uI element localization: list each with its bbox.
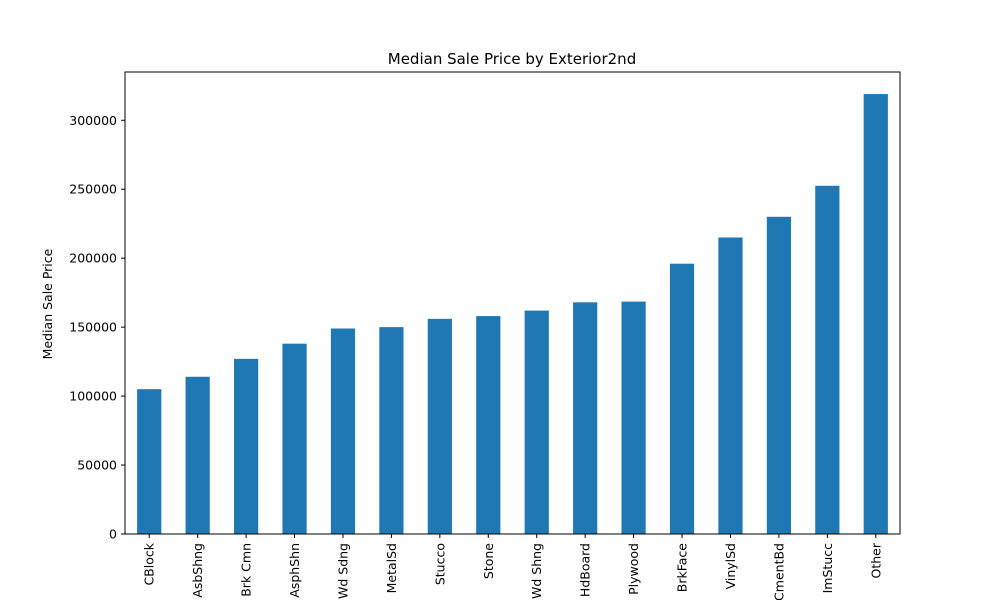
x-tick-label: BrkFace: [675, 543, 690, 593]
x-tick-label: VinylSd: [723, 543, 738, 589]
y-tick-label: 50000: [77, 458, 117, 473]
bar-cmentbd: [766, 216, 792, 534]
bar-cblock: [137, 389, 162, 534]
x-tick-label: Brk Cmn: [239, 543, 254, 597]
y-tick-label: 150000: [69, 320, 117, 335]
y-tick-label: 300000: [69, 113, 117, 128]
x-tick-label: MetalSd: [384, 543, 399, 593]
x-tick-label: CBlock: [142, 542, 157, 585]
x-tick-label: AsphShn: [287, 543, 302, 598]
bar-stone: [476, 316, 501, 534]
bar-wd-shng: [524, 310, 549, 534]
bar-other: [863, 94, 888, 534]
bar-brk-cmn: [233, 358, 259, 534]
x-tick-label: Stone: [481, 543, 496, 579]
bar-plywood: [621, 301, 646, 534]
bar-vinylsd: [718, 237, 743, 535]
y-tick-label: 200000: [69, 251, 117, 266]
bar-hdboard: [573, 302, 598, 534]
bar-metalsd: [379, 327, 404, 534]
x-tick-label: Wd Shng: [529, 543, 544, 599]
y-axis-label: Median Sale Price: [40, 248, 55, 359]
x-tick-label: ImStucc: [820, 543, 835, 593]
chart-title: Median Sale Price by Exterior2nd: [388, 50, 636, 68]
x-tick-label: Other: [868, 542, 883, 578]
y-tick-label: 100000: [69, 389, 117, 404]
x-tick-label: Stucco: [432, 543, 447, 585]
x-tick-label: CmentBd: [771, 543, 786, 600]
x-tick-label: HdBoard: [578, 543, 593, 597]
y-tick-label: 250000: [69, 182, 117, 197]
bar-asbshng: [185, 376, 210, 534]
x-tick-label: AsbShng: [190, 543, 205, 598]
x-tick-label: Plywood: [626, 543, 641, 595]
y-axis-ticks: 0 50000 100000 150000 200000 250000 300000: [69, 113, 125, 542]
x-axis-ticks: CBlock AsbShng Brk Cmn AsphShn Wd Sdng MetalS…: [142, 534, 883, 600]
x-tick-label: Wd Sdng: [335, 543, 350, 599]
bar-imstucc: [815, 185, 840, 534]
plot-frame: [124, 71, 901, 535]
bar-wd-sdng: [330, 328, 356, 534]
bars-group: [137, 94, 888, 535]
bar-stucco: [427, 318, 452, 534]
y-tick-label: 0: [109, 527, 117, 542]
bar-brkface: [669, 263, 695, 534]
bar-asphshn: [282, 343, 307, 534]
